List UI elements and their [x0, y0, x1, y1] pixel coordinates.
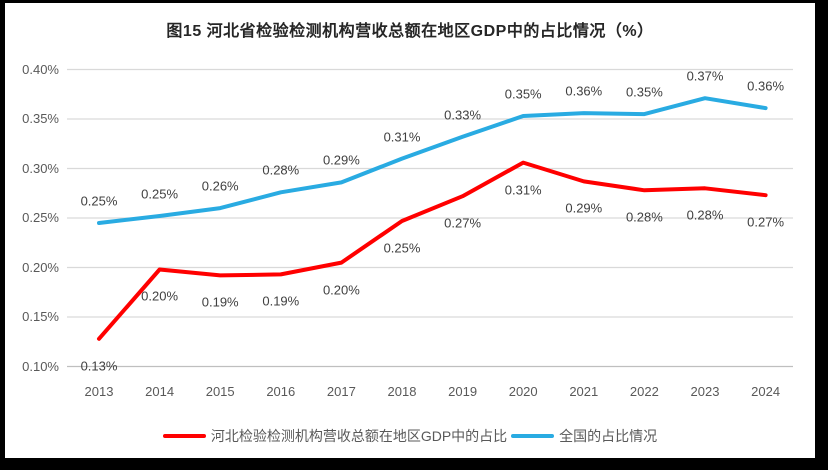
x-tick-label: 2016: [266, 384, 296, 399]
data-label: 0.25%: [141, 186, 179, 202]
plot-area: [67, 68, 793, 368]
data-label: 0.33%: [444, 107, 482, 123]
data-label: 0.26%: [201, 178, 239, 194]
x-tick-label: 2022: [629, 384, 659, 399]
data-label: 0.35%: [504, 86, 542, 102]
x-tick-label: 2024: [751, 384, 781, 399]
y-tick-label: 0.25%: [22, 210, 59, 225]
data-label: 0.28%: [686, 207, 724, 223]
x-tick-label: 2020: [508, 384, 538, 399]
hebei-series-line: [97, 160, 768, 341]
data-label: 0.31%: [504, 182, 542, 198]
hebei-line-swatch: [162, 434, 206, 438]
y-tick-label: 0.40%: [22, 61, 59, 77]
x-tick-label: 2023: [690, 384, 720, 399]
data-label: 0.25%: [80, 193, 118, 209]
x-tick-label: 2014: [145, 384, 175, 399]
data-label: 0.28%: [262, 162, 300, 178]
data-label: 0.28%: [625, 209, 663, 225]
chart-title: 图15 河北省检验检测机构营收总额在地区GDP中的占比情况（%）: [166, 23, 654, 40]
data-label: 0.36%: [747, 78, 785, 94]
legend-item-hebei: 河北检验检测机构营收总额在地区GDP中的占比: [162, 426, 508, 446]
data-label: 0.20%: [141, 288, 179, 304]
x-tick-label: 2013: [84, 384, 114, 399]
x-tick-label: 2019: [448, 384, 478, 399]
data-label: 0.37%: [686, 68, 724, 84]
legend-item-national: 全国的占比情况: [511, 426, 657, 446]
chart-canvas: 图15 河北省检验检测机构营收总额在地区GDP中的占比情况（%） 0.40% 0.…: [5, 3, 815, 458]
data-label: 0.19%: [262, 293, 300, 309]
national-series-line: [97, 96, 768, 225]
x-tick-label: 2021: [569, 384, 599, 399]
y-tick-label: 0.30%: [22, 160, 59, 176]
y-tick-label: 0.35%: [22, 111, 59, 126]
data-label: 0.19%: [201, 294, 239, 310]
national-line-swatch: [511, 434, 555, 438]
data-label: 0.35%: [625, 84, 663, 100]
data-label: 0.27%: [444, 215, 482, 231]
legend: 河北检验检测机构营收总额在地区GDP中的占比 全国的占比情况: [5, 426, 815, 446]
data-label: 0.29%: [322, 152, 360, 168]
x-tick-label: 2018: [387, 384, 417, 399]
y-tick-label: 0.10%: [22, 358, 59, 374]
data-label: 0.13%: [80, 358, 118, 374]
legend-label-hebei: 河北检验检测机构营收总额在地区GDP中的占比: [210, 428, 508, 444]
data-label: 0.31%: [383, 129, 421, 145]
x-tick-label: 2015: [205, 384, 235, 399]
y-tick-label: 0.20%: [22, 259, 59, 275]
data-label: 0.20%: [322, 282, 360, 298]
data-label: 0.25%: [383, 240, 421, 256]
data-label: 0.36%: [565, 83, 603, 99]
x-tick-label: 2017: [326, 384, 356, 399]
y-tick-label: 0.15%: [22, 309, 59, 324]
legend-label-national: 全国的占比情况: [559, 428, 658, 444]
data-label: 0.29%: [565, 200, 603, 216]
data-label: 0.27%: [747, 214, 785, 230]
